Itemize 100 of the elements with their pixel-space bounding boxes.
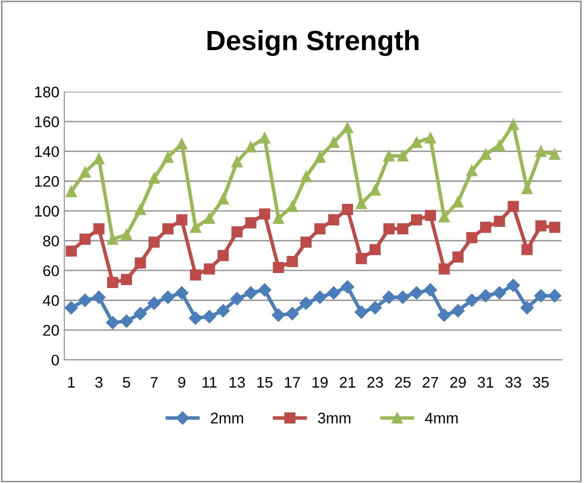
point — [244, 286, 258, 300]
point — [522, 244, 533, 256]
point — [314, 152, 326, 163]
point — [397, 150, 408, 162]
point — [286, 307, 299, 320]
point — [368, 301, 382, 314]
point — [328, 136, 340, 148]
point — [508, 200, 519, 212]
point — [452, 252, 464, 263]
point — [520, 301, 534, 314]
point — [299, 296, 313, 310]
x-tick-label: 31 — [478, 376, 494, 388]
point — [410, 286, 424, 300]
point — [300, 171, 312, 182]
point — [272, 212, 284, 224]
point — [272, 308, 286, 322]
point — [120, 274, 132, 285]
point — [535, 146, 546, 157]
point — [534, 289, 548, 302]
point — [176, 138, 188, 150]
x-tick-label: 9 — [178, 376, 186, 388]
point — [549, 222, 560, 233]
point — [272, 262, 284, 274]
legend-label: 3mm — [318, 412, 350, 424]
point — [383, 150, 394, 162]
point — [107, 276, 118, 288]
point — [258, 283, 272, 296]
point — [465, 294, 478, 307]
x-tick-label: 25 — [395, 376, 411, 388]
y-tick-label: 0 — [52, 354, 59, 366]
point — [120, 229, 132, 240]
x-tick-label: 7 — [150, 377, 158, 388]
point — [162, 152, 174, 163]
point — [204, 263, 215, 275]
point — [327, 286, 340, 300]
point — [231, 156, 243, 168]
point — [424, 132, 436, 144]
point — [328, 214, 340, 226]
point — [218, 250, 229, 262]
point — [452, 196, 464, 208]
point — [218, 193, 229, 205]
x-tick-label: 27 — [422, 376, 438, 388]
point — [148, 172, 160, 184]
point — [93, 223, 104, 234]
point — [300, 236, 312, 248]
point — [354, 306, 368, 319]
x-tick-label: 15 — [257, 377, 272, 388]
point — [340, 280, 354, 294]
point — [230, 292, 244, 306]
point — [245, 217, 256, 228]
point — [216, 304, 230, 318]
point — [508, 118, 519, 130]
point — [78, 294, 92, 307]
point — [80, 234, 91, 245]
point — [424, 283, 437, 296]
point — [535, 220, 546, 232]
point — [356, 253, 367, 264]
point — [438, 211, 450, 222]
x-tick-label: 19 — [312, 376, 328, 388]
point — [466, 165, 478, 176]
point — [66, 246, 77, 257]
point — [383, 223, 394, 234]
point — [286, 200, 298, 212]
x-tick-label: 33 — [505, 376, 522, 388]
point — [466, 232, 478, 244]
point — [438, 308, 451, 322]
point — [162, 223, 174, 234]
point — [245, 141, 256, 152]
x-tick-label: 29 — [450, 376, 466, 388]
point — [259, 208, 270, 220]
y-tick-label: 120 — [35, 176, 59, 187]
legend-label: 2mm — [210, 412, 244, 424]
legend-label: 4mm — [425, 412, 458, 424]
y-tick-label: 180 — [35, 86, 59, 98]
y-tick-label: 100 — [35, 206, 59, 217]
point — [231, 226, 243, 238]
x-tick-label: 23 — [367, 376, 383, 388]
x-tick-label: 35 — [532, 376, 549, 388]
point — [107, 234, 118, 245]
y-tick-label: 40 — [42, 295, 59, 306]
point — [161, 290, 175, 304]
point — [202, 310, 216, 324]
point — [411, 214, 422, 226]
point — [259, 132, 270, 144]
x-tick-label: 5 — [122, 377, 130, 388]
point — [492, 286, 506, 300]
x-tick-label: 11 — [202, 377, 217, 388]
y-tick-label: 140 — [35, 146, 59, 158]
chart-title: Design Strength — [208, 30, 419, 56]
x-tick-label: 13 — [230, 376, 245, 388]
point — [479, 289, 492, 302]
point — [120, 314, 134, 328]
point — [480, 222, 492, 233]
point — [494, 216, 505, 227]
point — [494, 140, 505, 151]
point — [370, 244, 381, 256]
point — [176, 214, 188, 226]
point — [424, 210, 436, 221]
x-tick-label: 1 — [68, 377, 75, 388]
point — [190, 269, 202, 281]
